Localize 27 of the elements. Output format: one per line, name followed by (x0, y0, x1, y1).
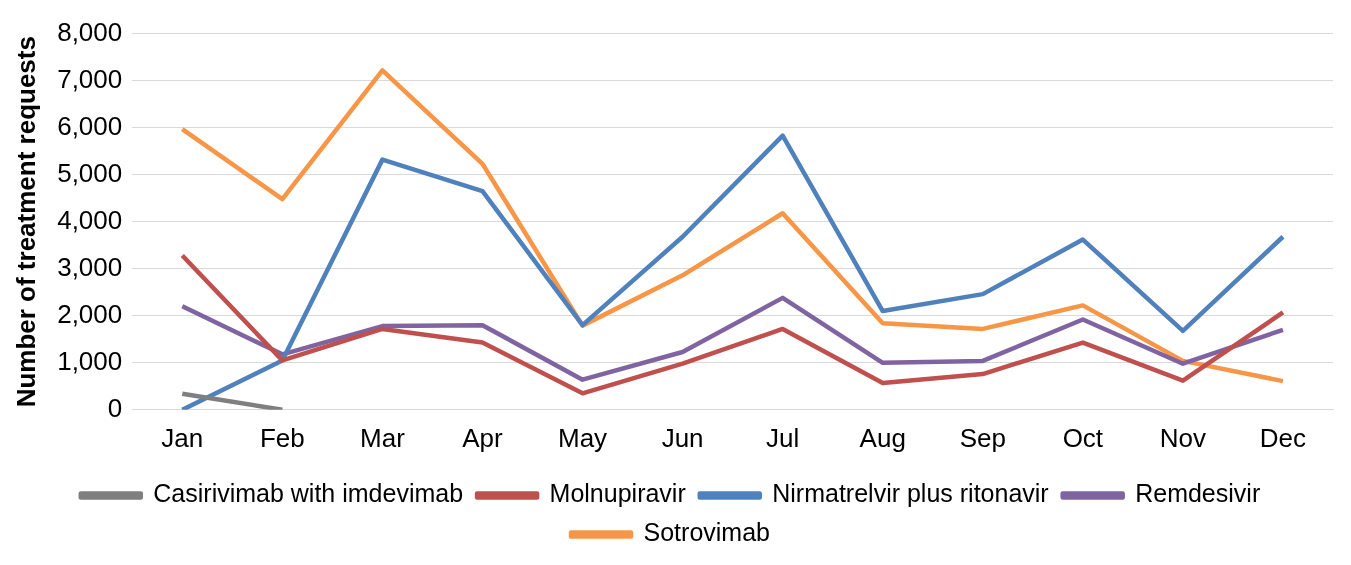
y-tick-label: 2,000 (57, 298, 123, 329)
x-tick-label: Nov (1159, 422, 1207, 453)
x-tick-label: Feb (259, 422, 305, 453)
x-tick-label: Apr (462, 422, 504, 453)
y-tick-label: 6,000 (57, 110, 123, 141)
x-tick-label: Jan (161, 422, 204, 453)
x-tick-label: Mar (360, 422, 406, 453)
y-axis-title: Number of treatment requests (10, 36, 41, 408)
y-tick-label: 7,000 (57, 63, 123, 94)
x-tick-label: Jul (766, 422, 800, 453)
x-tick-label: Jun (661, 422, 704, 453)
x-tick-label: Oct (1062, 422, 1104, 453)
x-tick-label: May (557, 422, 608, 453)
legend-label: Sotrovimab (643, 518, 770, 547)
legend-label: Casirivimab with imdevimab (153, 479, 464, 508)
y-tick-label: 1,000 (57, 345, 123, 376)
x-tick-label: Sep (959, 422, 1006, 453)
x-tick-label: Aug (859, 422, 906, 453)
y-tick-label: 4,000 (57, 204, 123, 235)
y-tick-label: 3,000 (57, 251, 123, 282)
legend-label: Nirmatrelvir plus ritonavir (772, 479, 1049, 508)
y-tick-label: 8,000 (57, 16, 123, 47)
legend-label: Remdesivir (1135, 479, 1261, 508)
y-tick-label: 5,000 (57, 157, 123, 188)
x-tick-label: Dec (1259, 422, 1307, 453)
legend-label: Molnupiravir (549, 479, 686, 508)
y-tick-label: 0 (107, 392, 123, 423)
